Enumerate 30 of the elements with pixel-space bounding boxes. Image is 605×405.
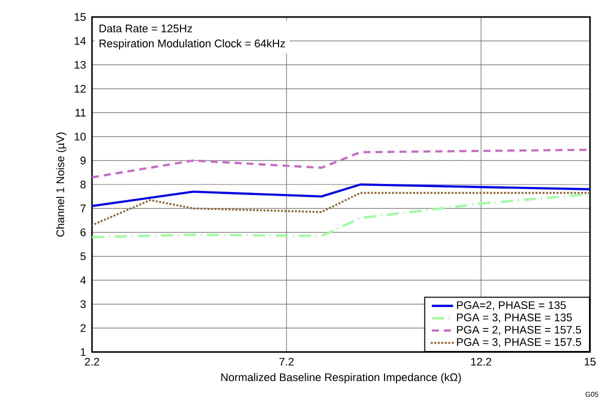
line-series <box>92 183 590 208</box>
y-tick-label: 7 <box>80 204 86 212</box>
x-tick-label: 2.2 <box>84 358 100 366</box>
annotation: Data Rate = 125Hz <box>100 24 192 32</box>
legend-label: PGA = 3, PHASE = 157.5 <box>457 338 582 348</box>
y-tick-label: 9 <box>80 156 86 164</box>
y-tick-label: 12 <box>74 84 86 93</box>
y-tick-label: 5 <box>80 252 86 260</box>
y-tick-label: 8 <box>80 180 86 188</box>
annotation: Respiration Modulation Clock = 64kHz <box>100 39 285 50</box>
y-tick-label: 13 <box>74 60 86 69</box>
x-tick-label: 15 <box>584 358 596 366</box>
y-tick-label: 10 <box>74 132 86 141</box>
y-tick-label: 2 <box>80 324 86 332</box>
y-tick-label: 1 <box>80 348 86 356</box>
legend-label: PGA=2, PHASE = 135 <box>457 301 566 310</box>
y-axis-title: Channel 1 Noise (µV) <box>56 132 66 237</box>
y-tick-label: 3 <box>80 300 86 308</box>
y-tick-label: 4 <box>80 276 86 284</box>
legend-label: PGA = 3, PHASE = 135 <box>457 314 572 323</box>
y-tick-label: 11 <box>76 108 86 116</box>
legend-label: PGA = 2, PHASE = 157.5 <box>457 326 582 335</box>
y-tick-label: 6 <box>80 228 86 236</box>
line-series <box>92 192 590 238</box>
line-series <box>92 192 590 226</box>
y-tick-label: 14 <box>74 37 86 45</box>
x-axis-title: Normalized Baseline Respiration Impedance (kΩ) <box>221 373 461 384</box>
x-tick-label: 7.2 <box>279 358 294 366</box>
x-tick-label: 12.2 <box>471 358 492 366</box>
y-tick-label: 15 <box>74 13 86 21</box>
